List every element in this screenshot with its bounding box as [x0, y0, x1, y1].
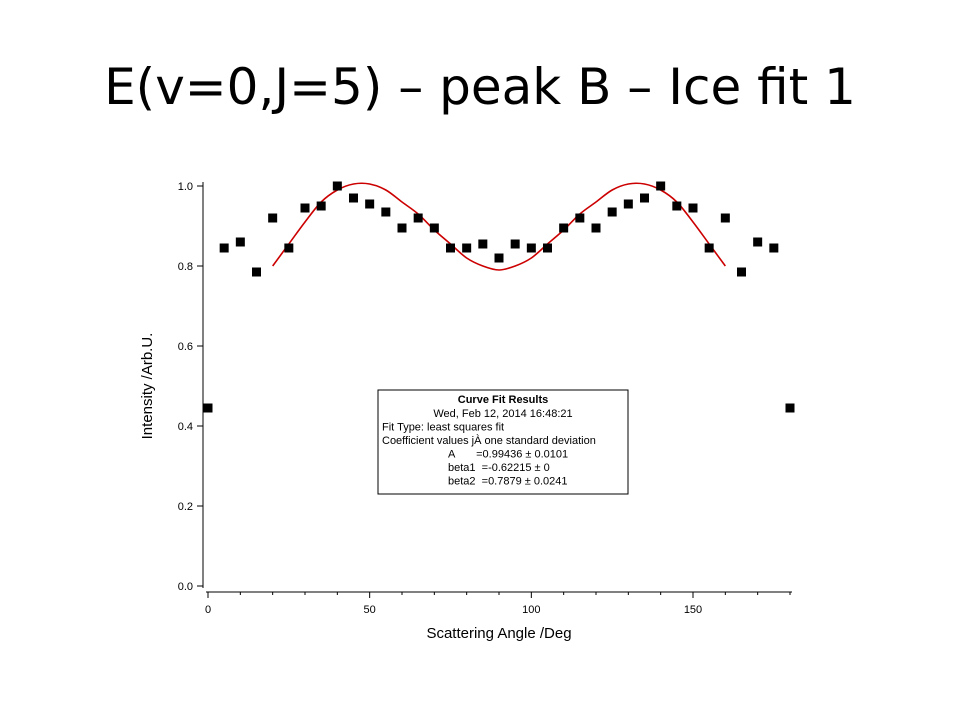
data-point	[785, 403, 795, 413]
fit-box-line: Fit Type: least squares fit	[382, 422, 504, 434]
data-point	[656, 181, 666, 191]
data-point	[526, 243, 536, 253]
data-point	[429, 223, 439, 233]
data-point	[494, 253, 504, 263]
fit-box-line: Wed, Feb 12, 2014 16:48:21	[433, 408, 572, 420]
data-point	[316, 201, 326, 211]
data-point	[349, 193, 358, 203]
data-point	[559, 223, 569, 233]
data-point	[413, 213, 423, 223]
fit-box-title: Curve Fit Results	[458, 394, 548, 406]
data-point	[235, 237, 245, 247]
x-axis-title: Scattering Angle /Deg	[426, 625, 571, 642]
data-point	[543, 243, 552, 253]
x-tick-label: 150	[684, 604, 702, 616]
slide-title: E(v=0,J=5) – peak B – Ice fit 1	[104, 58, 856, 116]
data-point	[672, 201, 682, 211]
data-point	[252, 267, 261, 277]
y-tick-label: 0.6	[178, 341, 193, 353]
data-point	[753, 237, 763, 247]
data-point	[300, 203, 310, 213]
data-point	[284, 243, 294, 253]
data-point	[268, 213, 278, 223]
y-tick-label: 0.4	[178, 421, 193, 433]
y-tick-label: 0.8	[178, 261, 193, 273]
data-point	[640, 193, 649, 203]
data-point	[704, 243, 714, 253]
fit-box-line: beta2 =0.7879 ± 0.0241	[448, 476, 568, 488]
data-points-layer	[203, 181, 795, 413]
data-point	[462, 243, 472, 253]
data-point	[365, 199, 375, 209]
x-tick-label: 50	[364, 604, 376, 616]
data-point	[478, 239, 488, 249]
chart-axes: 0.0 0.2 0.4 0.6 0.8 1.0 0 50 100 150 Scattering An…	[139, 181, 792, 642]
data-point	[219, 243, 229, 253]
fit-box-frame	[377, 389, 629, 495]
data-point	[575, 213, 585, 223]
data-point	[591, 223, 601, 233]
data-point	[607, 207, 617, 217]
data-point	[769, 243, 779, 253]
y-axis-title: Intensity /Arb.U.	[139, 333, 156, 440]
fit-box-line: beta1 =-0.62215 ± 0	[448, 462, 550, 474]
fit-box-line: A =0.99436 ± 0.0101	[448, 449, 568, 461]
curve-fit-results-box: Curve Fit Results Wed, Feb 12, 2014 16:48…	[377, 389, 629, 495]
data-point	[203, 403, 213, 413]
y-tick-label: 1.0	[178, 181, 193, 193]
y-tick-label: 0.0	[178, 581, 193, 593]
data-point	[720, 213, 730, 223]
data-point	[510, 239, 520, 249]
data-point	[332, 181, 342, 191]
fit-curve-layer	[272, 182, 726, 271]
x-tick-label: 0	[205, 604, 211, 616]
fit-curve-line	[272, 182, 726, 271]
data-point	[397, 223, 407, 233]
data-point	[737, 267, 746, 277]
y-tick-label: 0.2	[178, 501, 193, 513]
fit-box-line: Coefficient values jÀ one standard devia…	[382, 434, 596, 447]
data-point	[688, 203, 698, 213]
data-point	[381, 207, 391, 217]
data-point	[446, 243, 455, 253]
data-point	[623, 199, 633, 209]
x-tick-label: 100	[522, 604, 540, 616]
